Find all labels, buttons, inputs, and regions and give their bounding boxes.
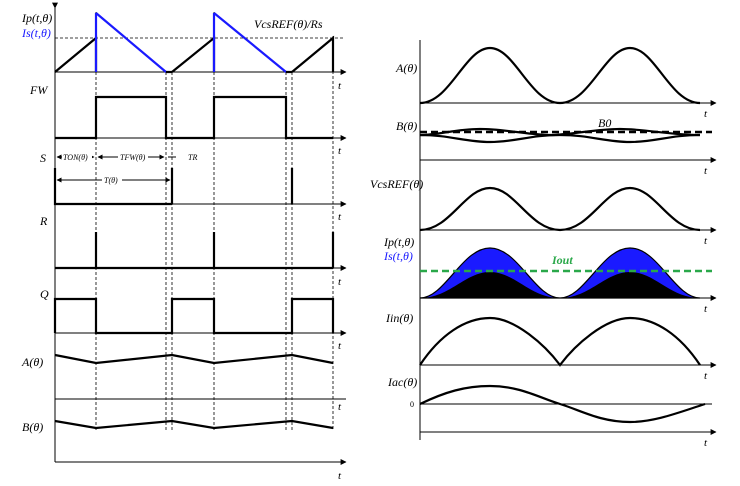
time-label-r: t [338, 276, 342, 288]
left-panel: Ip(t,θ) Is(t,θ) VcsREF(θ)/Rs t FW t S t … [21, 2, 347, 482]
right-a-waveform [419, 46, 701, 105]
right-time-a: t [704, 108, 708, 120]
fw-waveform [55, 95, 333, 140]
right-b-label: B(θ) [396, 119, 417, 133]
time-markers [95, 12, 334, 430]
time-label-fw: t [338, 145, 342, 157]
ton-label: TON(θ) [63, 153, 88, 162]
r-label: R [39, 214, 48, 228]
tfw-label: TFW(θ) [120, 153, 146, 162]
right-vcs-label: VcsREF(θ) [370, 177, 423, 191]
a-waveform [54, 353, 334, 365]
q-waveform [53, 297, 335, 335]
is-ramp-1 [95, 12, 167, 73]
ip-label: Ip(t,θ) [21, 11, 52, 25]
time-label-q: t [338, 340, 342, 352]
time-label-b: t [338, 470, 342, 482]
b0-label: B0 [598, 116, 611, 130]
ip-ramp-3 [291, 35, 335, 73]
s-label: S [40, 151, 46, 165]
time-label-s: t [338, 211, 342, 223]
b-label-left: B(θ) [22, 420, 43, 434]
right-time-vcs: t [704, 235, 708, 247]
fw-label: FW [29, 83, 48, 97]
right-iin-waveform [419, 316, 701, 367]
a-label-left: A(θ) [21, 355, 43, 369]
right-vcs-waveform [419, 186, 701, 232]
iout-label: Iout [551, 253, 573, 267]
right-time-b: t [704, 165, 708, 177]
right-time-iac: t [704, 437, 708, 449]
ip-ramp-1 [54, 35, 98, 73]
right-panel: A(θ) t B(θ) B0 t VcsREF(θ) t Ip(t,θ) Is(… [370, 40, 717, 449]
time-label-a: t [338, 401, 342, 413]
right-a-label: A(θ) [395, 61, 417, 75]
s-pulse-1 [53, 168, 172, 206]
b-waveform [54, 419, 334, 430]
right-time-ip: t [704, 303, 708, 315]
right-time-iin: t [704, 370, 708, 382]
right-b-waveform-upper [419, 127, 701, 137]
right-is-label: Is(t,θ) [383, 249, 413, 263]
vcs-ref-rs-label: VcsREF(θ)/Rs [254, 17, 323, 31]
ip-ramp-2 [171, 35, 216, 73]
right-b-waveform [419, 133, 701, 144]
is-ramp-2 [213, 12, 287, 73]
iac-zero-label: 0 [410, 400, 414, 409]
right-iin-label: Iin(θ) [385, 311, 413, 325]
period-label: T(θ) [104, 176, 118, 185]
is-label: Is(t,θ) [21, 26, 51, 40]
time-label-ip: t [338, 80, 342, 92]
right-iac-label: Iac(θ) [387, 375, 417, 389]
tr-label: TR [188, 153, 197, 162]
right-iac-waveform [419, 384, 706, 424]
right-ip-label: Ip(t,θ) [383, 235, 414, 249]
ip-envelope-fill [420, 272, 700, 298]
q-label: Q [40, 287, 49, 301]
